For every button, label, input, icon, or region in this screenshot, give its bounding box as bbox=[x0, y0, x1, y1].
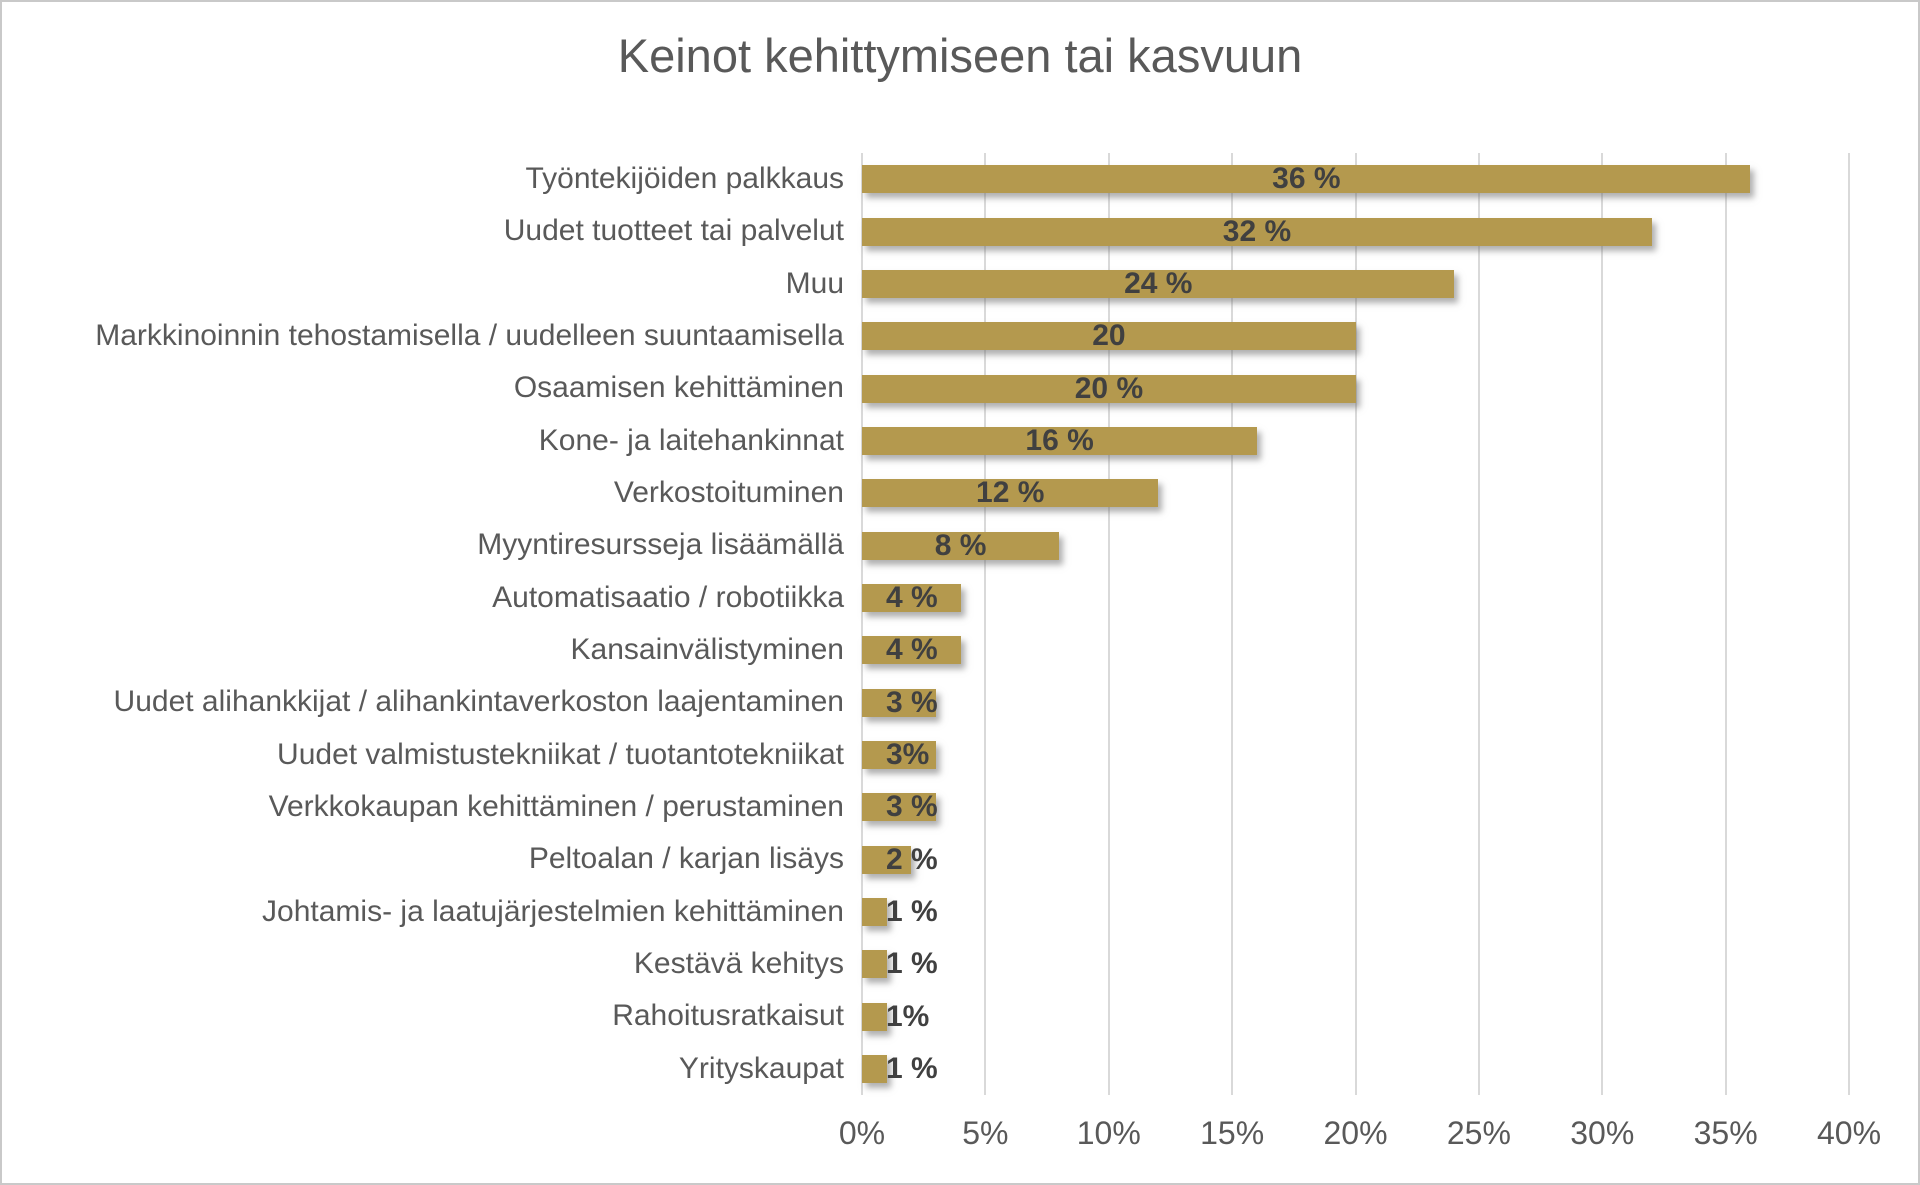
chart-title: Keinot kehittymiseen tai kasvuun bbox=[617, 29, 1303, 82]
bar-value-label: 1 % bbox=[886, 947, 938, 981]
bar-1 bbox=[862, 165, 1751, 194]
bar-value-label: 1 % bbox=[886, 894, 938, 928]
category-label: Kone- ja laitehankinnat bbox=[538, 423, 844, 457]
gridline bbox=[1231, 153, 1234, 1095]
category-label: Yrityskaupat bbox=[678, 1051, 844, 1085]
bar-17 bbox=[862, 1002, 887, 1031]
bar-value-label: 16 % bbox=[1025, 423, 1094, 457]
category-label: Uudet alihankkijat / alihankintaverkosto… bbox=[113, 685, 844, 719]
bar-8 bbox=[862, 531, 1060, 560]
x-tick-label: 30% bbox=[1570, 1115, 1635, 1151]
x-tick-label: 35% bbox=[1693, 1115, 1758, 1151]
bar-11 bbox=[862, 688, 937, 717]
bar-10 bbox=[862, 636, 961, 665]
bar-9 bbox=[862, 583, 961, 612]
bar-value-label: 3% bbox=[886, 737, 930, 771]
bar-value-label: 32 % bbox=[1222, 214, 1292, 248]
bar-value-label: 20 % bbox=[1074, 371, 1144, 405]
bar-value-label: 12 % bbox=[976, 476, 1045, 510]
bar-value-label: 24 % bbox=[1124, 266, 1193, 300]
bar-16 bbox=[862, 950, 887, 979]
bar-value-label: 20 bbox=[1092, 319, 1126, 353]
x-tick-label: 5% bbox=[962, 1115, 1009, 1151]
plot-area: 36 % 32 % 24 % 20 20 % 16 % 12 % 8 % 4 % 4 % 3 % 3%… bbox=[861, 153, 1850, 1095]
x-axis: 0% 5% 10% 15% 20% 25% 30% 35% 40% bbox=[839, 1115, 1881, 1165]
x-tick-label: 10% bbox=[1076, 1115, 1141, 1151]
bar-value-label: 4 % bbox=[886, 580, 938, 614]
gridline bbox=[1601, 153, 1604, 1095]
category-label: Johtamis- ja laatujärjestelmien kehittäm… bbox=[262, 894, 844, 928]
bar-value-label: 3 % bbox=[886, 685, 938, 719]
x-tick-label: 40% bbox=[1816, 1115, 1882, 1151]
bar-12 bbox=[862, 740, 937, 769]
bar-13 bbox=[862, 793, 937, 822]
category-axis: Työntekijöiden palkkaus Uudet tuotteet ta… bbox=[2, 153, 844, 1095]
bar-4 bbox=[862, 322, 1356, 351]
gridline bbox=[1107, 153, 1110, 1095]
x-tick-label: 20% bbox=[1323, 1115, 1388, 1151]
bar-value-label: 1% bbox=[886, 999, 930, 1033]
category-label: Muu bbox=[785, 266, 844, 300]
bar-15 bbox=[862, 897, 887, 926]
bar-value-label: 1 % bbox=[886, 1051, 938, 1085]
bar-3 bbox=[862, 269, 1455, 298]
category-label: Rahoitusratkaisut bbox=[612, 999, 844, 1033]
category-label: Uudet tuotteet tai palvelut bbox=[503, 214, 844, 248]
gridline bbox=[1477, 153, 1480, 1095]
bar-14 bbox=[862, 845, 912, 874]
gridline bbox=[1354, 153, 1357, 1095]
bar-7 bbox=[862, 479, 1159, 508]
bar-value-label: 8 % bbox=[934, 528, 987, 562]
x-tick-label: 25% bbox=[1446, 1115, 1511, 1151]
bar-5 bbox=[862, 374, 1356, 403]
bar-value-label: 3 % bbox=[886, 790, 938, 824]
category-label: Myyntiresursseja lisäämällä bbox=[477, 528, 844, 562]
bar-value-label: 2 % bbox=[886, 842, 938, 876]
category-label: Automatisaatio / robotiikka bbox=[492, 580, 844, 614]
gridline bbox=[1724, 153, 1727, 1095]
category-label: Peltoalan / karjan lisäys bbox=[528, 842, 844, 876]
gridline bbox=[861, 153, 863, 1095]
bar-6 bbox=[862, 426, 1257, 455]
category-label: Verkostoituminen bbox=[613, 476, 844, 509]
category-label: Uudet valmistustekniikat / tuotantotekni… bbox=[277, 737, 844, 771]
category-label: Markkinoinnin tehostamisella / uudelleen… bbox=[95, 319, 844, 352]
gridline bbox=[1848, 153, 1850, 1095]
bar-value-label: 4 % bbox=[886, 633, 938, 667]
category-label: Kestävä kehitys bbox=[633, 947, 844, 980]
gridline bbox=[984, 153, 987, 1095]
category-label: Verkkokaupan kehittäminen / perustaminen bbox=[268, 790, 844, 823]
x-tick-label: 15% bbox=[1200, 1115, 1265, 1151]
category-label: Osaamisen kehittäminen bbox=[513, 371, 844, 405]
bar-2 bbox=[862, 217, 1652, 246]
x-tick-label: 0% bbox=[838, 1115, 886, 1151]
bar-value-label: 36 % bbox=[1272, 162, 1341, 196]
bar-18 bbox=[862, 1054, 887, 1083]
category-label: Kansainvälistyminen bbox=[570, 633, 844, 666]
category-label: Työntekijöiden palkkaus bbox=[525, 162, 844, 195]
